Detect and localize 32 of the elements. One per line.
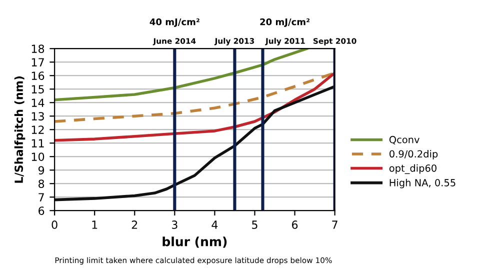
y-tick-label: 15 — [32, 85, 44, 94]
y-tick-label: 10 — [32, 152, 44, 161]
x-tick-label: 6 — [292, 220, 298, 229]
y-tick-label: 13 — [32, 112, 44, 120]
y-tick-label: 8 — [38, 180, 44, 188]
line-series — [54, 85, 335, 202]
x-tick-label: 3 — [172, 220, 178, 229]
y-tick-label: 16 — [32, 72, 44, 80]
x-tick-label: 4 — [212, 220, 218, 229]
legend-label: Qconv — [389, 136, 420, 144]
legend-label: 0.9/0.2dip — [390, 150, 438, 160]
text: 40 mJ/cm² — [150, 18, 200, 27]
x-tick-label: 1 — [92, 220, 98, 229]
line-series — [54, 72, 335, 123]
y-tick-label: 11 — [32, 139, 44, 148]
x-axis-title: blur (nm) — [162, 236, 227, 248]
x-tick-label: 0 — [52, 220, 58, 229]
line-series — [54, 48, 308, 102]
legend-label: opt_dip60 — [389, 164, 436, 174]
y-tick-label: 14 — [32, 98, 44, 107]
y-tick-label: 18 — [32, 44, 44, 53]
y-tick-label: 6 — [38, 206, 44, 215]
y-tick-label: 7 — [38, 193, 44, 202]
text: 20 mJ/cm² — [260, 18, 310, 27]
y-axis-title: L/Shalfpitch (nm) — [14, 76, 26, 183]
x-tick-label: 7 — [332, 220, 338, 229]
x-tick-label: 5 — [252, 220, 258, 229]
legend-label: High NA, 0.55 — [390, 178, 456, 188]
y-tick-label: 9 — [38, 166, 44, 174]
y-tick-label: 17 — [32, 58, 44, 66]
x-tick-label: 2 — [132, 220, 138, 229]
y-tick-label: 12 — [32, 126, 44, 134]
